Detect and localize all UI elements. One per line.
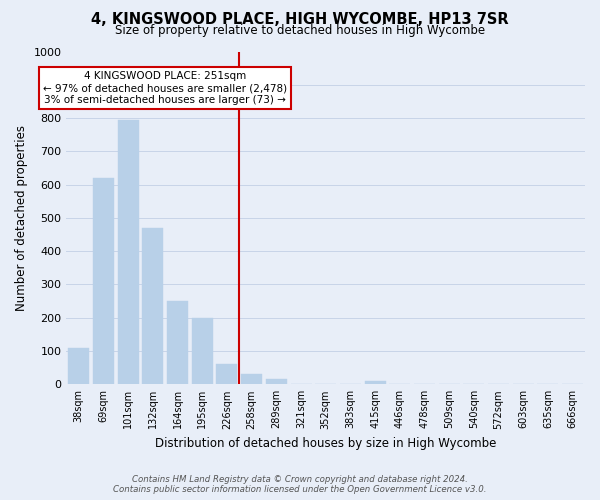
Bar xyxy=(241,374,262,384)
Y-axis label: Number of detached properties: Number of detached properties xyxy=(15,125,28,311)
Text: Size of property relative to detached houses in High Wycombe: Size of property relative to detached ho… xyxy=(115,24,485,37)
Bar xyxy=(192,318,213,384)
Bar xyxy=(68,348,89,385)
Bar xyxy=(93,178,114,384)
Bar xyxy=(365,381,386,384)
Bar xyxy=(118,120,139,384)
Bar xyxy=(217,364,238,384)
Bar xyxy=(142,228,163,384)
Bar xyxy=(266,380,287,384)
Text: 4, KINGSWOOD PLACE, HIGH WYCOMBE, HP13 7SR: 4, KINGSWOOD PLACE, HIGH WYCOMBE, HP13 7… xyxy=(91,12,509,28)
X-axis label: Distribution of detached houses by size in High Wycombe: Distribution of detached houses by size … xyxy=(155,437,496,450)
Text: 4 KINGSWOOD PLACE: 251sqm
← 97% of detached houses are smaller (2,478)
3% of sem: 4 KINGSWOOD PLACE: 251sqm ← 97% of detac… xyxy=(43,72,287,104)
Bar xyxy=(167,301,188,384)
Text: Contains HM Land Registry data © Crown copyright and database right 2024.
Contai: Contains HM Land Registry data © Crown c… xyxy=(113,474,487,494)
